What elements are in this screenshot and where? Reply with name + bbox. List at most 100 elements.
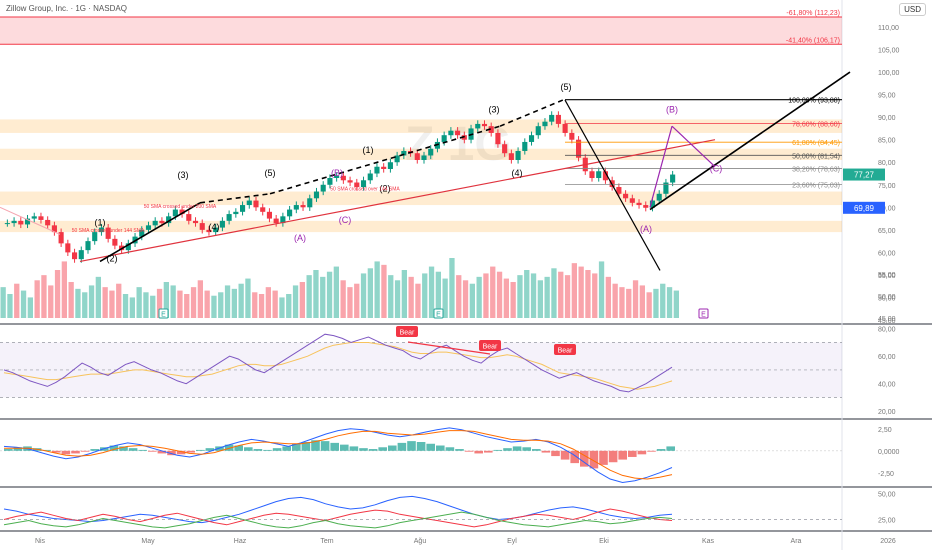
volume-bar — [190, 287, 197, 318]
earnings-marker — [158, 308, 169, 319]
volume-bar — [476, 276, 482, 318]
macd-histogram-bar — [311, 440, 320, 451]
volume-bar — [333, 266, 339, 318]
volume-tick-label: 50,00 — [878, 294, 896, 301]
volume-bar — [313, 270, 319, 318]
volume-bar — [68, 282, 74, 318]
macd-histogram-bar — [464, 450, 474, 452]
volume-tick-label: 45,00 — [878, 316, 896, 323]
candle-body — [226, 214, 232, 221]
candle-body — [213, 227, 219, 233]
candle-body — [414, 153, 420, 160]
macd-histogram-bar — [292, 443, 301, 451]
candle-body — [542, 121, 548, 127]
macd-histogram-bar — [244, 447, 253, 451]
volume-bar — [632, 280, 639, 318]
currency-selector[interactable]: USD — [899, 3, 926, 16]
candle-body — [381, 166, 387, 169]
volume-bar — [218, 292, 224, 318]
dmi-line — [3, 508, 673, 528]
trend-channel-line — [649, 71, 851, 211]
price-tick-label: 55,00 — [878, 273, 896, 280]
candle-body — [199, 223, 205, 230]
volume-bar — [367, 268, 373, 318]
volume-bar — [320, 276, 326, 318]
volume-bar — [598, 261, 605, 318]
macd-histogram-bar — [176, 450, 186, 455]
volume-bar — [156, 288, 163, 318]
volume-bar — [469, 283, 475, 318]
candle-body — [166, 216, 172, 224]
macd-histogram-bar — [157, 450, 167, 454]
wave-label: (B) — [666, 105, 678, 115]
fib-extension-label: -41,40% (106,17) — [786, 37, 840, 44]
candle-body — [300, 205, 306, 208]
macd-histogram-bar — [340, 444, 349, 451]
macd-histogram-bar — [320, 441, 330, 451]
candle-body — [58, 232, 64, 244]
candle-body — [421, 155, 427, 160]
bear-signal-label: Bear — [400, 330, 415, 337]
macd-histogram-bar — [263, 449, 272, 451]
macd-histogram-bar — [637, 450, 647, 455]
volume-bar — [299, 282, 305, 318]
candle-body — [98, 227, 104, 233]
macd-histogram-bar — [522, 447, 531, 451]
candle-body — [280, 216, 286, 224]
macd-histogram-bar — [580, 450, 589, 467]
macd-histogram-bar — [301, 442, 311, 451]
macd-histogram-bar — [503, 448, 512, 451]
volume-bar — [496, 271, 503, 318]
macd-histogram-bar — [167, 450, 176, 456]
candle-body — [602, 171, 608, 181]
price-tick-label: 60,00 — [878, 250, 896, 257]
candle-body — [502, 144, 508, 154]
dmi-tick-label: 50,00 — [878, 491, 896, 498]
volume-bar — [109, 290, 115, 318]
macd-histogram-bar — [349, 446, 359, 451]
x-axis-label: 2026 — [880, 538, 896, 545]
volume-bar — [503, 278, 509, 318]
volume-bar — [231, 288, 237, 318]
volume-bar — [415, 283, 421, 318]
candle-body — [273, 218, 279, 224]
x-axis-label: Ağu — [414, 538, 427, 545]
volume-bar — [381, 264, 387, 318]
macd-histogram-bar — [426, 443, 435, 451]
macd-histogram-bar — [71, 450, 80, 454]
watermark: Z 1G — [405, 118, 512, 171]
volume-bar — [75, 288, 81, 318]
marked-price-label: 69,89 — [854, 204, 875, 213]
volume-bar — [272, 290, 278, 318]
candle-body — [636, 202, 642, 206]
macd-histogram-bar — [493, 449, 503, 451]
volume-bar — [360, 273, 367, 318]
candle-body — [45, 219, 51, 226]
candle-body — [576, 139, 582, 158]
earnings-marker-label: E — [436, 312, 441, 319]
volume-bar — [326, 271, 333, 318]
volume-bar — [197, 280, 203, 318]
candle-body — [360, 180, 367, 188]
volume-bar — [544, 276, 550, 318]
volume-bar — [95, 276, 101, 318]
bear-signal-badge — [554, 344, 576, 355]
macd-histogram-bar — [119, 446, 128, 451]
fib-level-label: 61,80% (84,45) — [792, 140, 840, 147]
macd-histogram-bar — [388, 445, 397, 451]
volume-bar — [20, 290, 27, 318]
candle-body — [320, 184, 326, 192]
volume-bar — [537, 280, 543, 318]
candle-body — [24, 218, 31, 225]
x-axis-label: Tem — [320, 538, 333, 545]
macd-histogram-bar — [330, 442, 339, 451]
candle-body — [394, 155, 400, 163]
wave-label: (C) — [710, 163, 723, 173]
candle-body — [4, 223, 10, 225]
sma-cross-annotation: 50 SMA crossed under 144 SMA — [72, 228, 145, 234]
wave-label: (A) — [640, 224, 652, 234]
macd-histogram-bar — [599, 450, 608, 465]
macd-histogram-bar — [253, 449, 263, 451]
current-price-label: 77,27 — [854, 171, 875, 180]
